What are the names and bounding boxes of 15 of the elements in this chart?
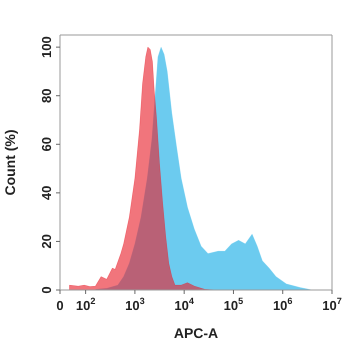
x-tick-label: 10$^{3}$ [125,296,145,313]
x-tick-label: 10$^{6}$ [272,296,292,313]
y-tick-label: 40 [39,186,54,200]
x-tick-label: 10$^{2}$ [76,296,96,313]
y-tick-label: 0 [39,286,54,294]
y-tick-label: 60 [39,137,54,152]
x-tick-label: 10$^{7}$ [322,296,342,313]
y-axis-title: Count (%) [2,129,18,196]
y-tick-label: 20 [39,234,54,249]
y-tick-label: 100 [39,36,54,58]
x-tick-label: 10$^{5}$ [224,296,244,313]
x-tick-label: 0 [56,298,64,313]
x-axis-title: APC-A [174,325,218,341]
x-tick-label: 10$^{4}$ [174,296,195,313]
y-tick-label: 80 [39,88,54,103]
